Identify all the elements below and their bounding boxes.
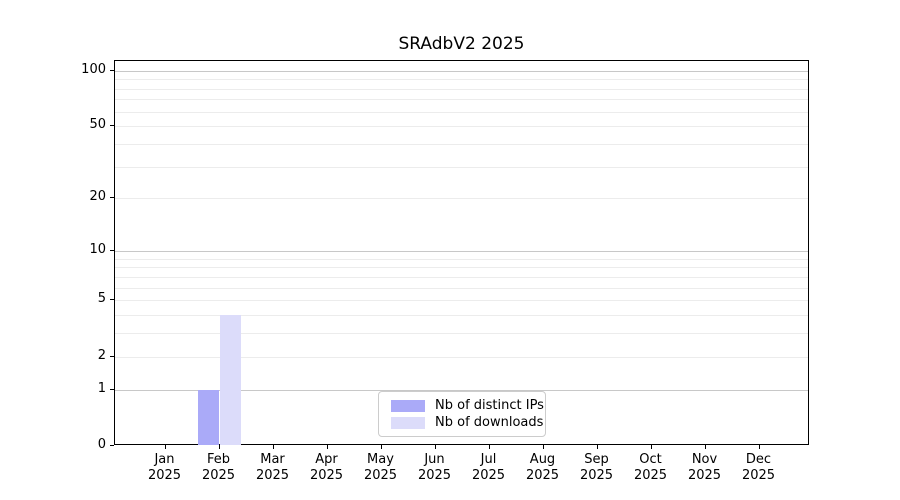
x-tick-year: 2025 xyxy=(309,468,344,483)
x-tick-mark xyxy=(488,445,490,449)
x-tick-label: Jul 2025 xyxy=(459,452,519,484)
x-tick-month: Apr xyxy=(315,452,338,467)
x-tick-year: 2025 xyxy=(417,468,452,483)
y-tick-label: 20 xyxy=(89,189,106,205)
x-tick-month: Aug xyxy=(529,452,556,467)
x-tick-month: Sep xyxy=(584,452,609,467)
legend: Nb of distinct IPs Nb of downloads xyxy=(378,391,546,437)
gridline xyxy=(115,88,808,90)
x-tick-mark xyxy=(704,445,706,449)
x-tick-mark xyxy=(650,445,652,449)
gridline xyxy=(115,356,808,358)
y-tick-label: 2 xyxy=(97,347,106,363)
y-tick-mark xyxy=(110,125,114,127)
gridline xyxy=(115,258,808,260)
x-tick-year: 2025 xyxy=(633,468,668,483)
x-tick-label: Oct 2025 xyxy=(621,452,681,484)
x-tick-month: May xyxy=(367,452,394,467)
x-tick-month: Jun xyxy=(424,452,445,467)
x-tick-mark xyxy=(326,445,328,449)
y-tick-label: 50 xyxy=(89,117,106,133)
x-tick-year: 2025 xyxy=(255,468,290,483)
x-tick-year: 2025 xyxy=(363,468,398,483)
x-tick-month: Nov xyxy=(691,452,718,467)
gridline xyxy=(115,300,808,302)
plot-area xyxy=(114,60,809,445)
x-tick-label: Jun 2025 xyxy=(405,452,465,484)
gridline xyxy=(115,251,808,253)
x-tick-year: 2025 xyxy=(525,468,560,483)
gridline xyxy=(115,144,808,146)
x-tick-year: 2025 xyxy=(201,468,236,483)
x-tick-year: 2025 xyxy=(471,468,506,483)
x-tick-label: May 2025 xyxy=(351,452,411,484)
x-tick-label: Nov 2025 xyxy=(675,452,735,484)
gridline xyxy=(115,111,808,113)
x-tick-mark xyxy=(542,445,544,449)
x-tick-label: Sep 2025 xyxy=(567,452,627,484)
x-tick-mark xyxy=(434,445,436,449)
x-tick-month: Mar xyxy=(260,452,285,467)
legend-item-downloads: Nb of downloads xyxy=(391,415,543,430)
y-tick-mark xyxy=(110,299,114,301)
gridline xyxy=(115,267,808,269)
gridline xyxy=(115,198,808,200)
x-tick-mark xyxy=(758,445,760,449)
x-tick-mark xyxy=(272,445,274,449)
legend-swatch-distinct-ips xyxy=(391,399,425,412)
bar-downloads-feb xyxy=(219,315,242,445)
x-tick-year: 2025 xyxy=(687,468,722,483)
y-tick-label: 0 xyxy=(97,437,106,452)
x-tick-month: Jul xyxy=(480,452,497,467)
legend-swatch-downloads xyxy=(391,416,425,429)
gridline xyxy=(115,79,808,81)
gridline xyxy=(115,389,808,391)
x-tick-label: Mar 2025 xyxy=(243,452,303,484)
legend-label-distinct-ips: Nb of distinct IPs xyxy=(435,398,544,413)
gridline xyxy=(115,166,808,168)
y-tick-mark xyxy=(110,250,114,252)
y-tick-label: 100 xyxy=(81,61,106,77)
y-tick-mark xyxy=(110,445,114,446)
gridline xyxy=(115,333,808,335)
gridline xyxy=(115,126,808,128)
gridline xyxy=(115,287,808,289)
y-tick-mark xyxy=(110,69,114,71)
y-tick-mark xyxy=(110,197,114,199)
x-tick-year: 2025 xyxy=(579,468,614,483)
chart-title: SRAdbV2 2025 xyxy=(398,34,525,54)
gridline xyxy=(115,276,808,278)
x-tick-label: Jan 2025 xyxy=(135,452,195,484)
y-tick-label: 5 xyxy=(97,291,106,307)
y-tick-label: 10 xyxy=(89,242,106,258)
x-tick-label: Feb 2025 xyxy=(189,452,249,484)
y-tick-mark xyxy=(110,388,114,390)
x-tick-month: Feb xyxy=(206,452,231,467)
x-tick-year: 2025 xyxy=(741,468,776,483)
x-tick-mark xyxy=(164,445,166,449)
x-tick-label: Apr 2025 xyxy=(297,452,357,484)
x-tick-label: Aug 2025 xyxy=(513,452,573,484)
x-tick-month: Dec xyxy=(745,452,772,467)
x-tick-year: 2025 xyxy=(147,468,182,483)
x-tick-mark xyxy=(380,445,382,449)
x-tick-month: Oct xyxy=(639,452,662,467)
x-tick-mark xyxy=(218,445,220,449)
y-tick-mark xyxy=(110,355,114,357)
legend-label-downloads: Nb of downloads xyxy=(435,415,544,430)
y-tick-label: 1 xyxy=(97,380,106,396)
x-tick-month: Jan xyxy=(154,452,175,467)
x-tick-mark xyxy=(596,445,598,449)
gridline xyxy=(115,70,808,72)
x-tick-label: Dec 2025 xyxy=(729,452,789,484)
legend-item-distinct-ips: Nb of distinct IPs xyxy=(391,398,544,413)
gridline xyxy=(115,315,808,317)
bar-distinct-ips-feb xyxy=(197,389,220,445)
gridline xyxy=(115,99,808,101)
